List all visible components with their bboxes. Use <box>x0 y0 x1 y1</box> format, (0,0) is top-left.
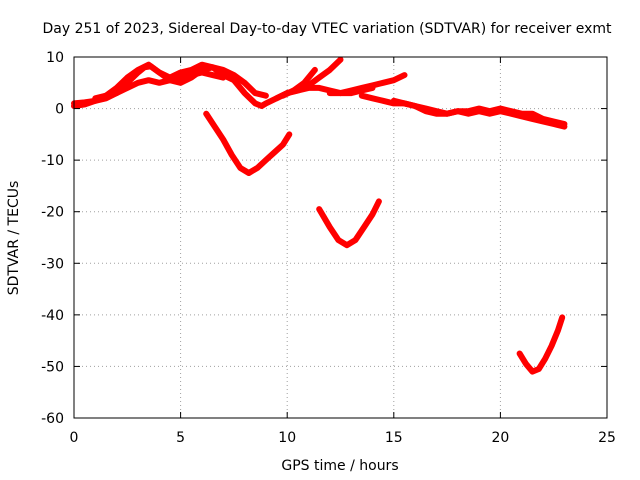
series-arc-4 <box>203 110 293 176</box>
y-tick-label: -50 <box>41 359 64 375</box>
series-arc-11 <box>516 314 566 375</box>
x-tick-label: 5 <box>176 430 185 446</box>
y-tick-label: 0 <box>55 102 64 118</box>
x-tick-label: 10 <box>278 430 296 446</box>
y-tick-label: 10 <box>46 50 64 66</box>
x-tick-label: 0 <box>70 430 79 446</box>
y-tick-label: -40 <box>41 308 64 324</box>
series-arc-10 <box>390 97 568 130</box>
x-tick-label: 15 <box>385 430 403 446</box>
series-group <box>71 56 568 375</box>
x-axis-label: GPS time / hours <box>281 458 398 474</box>
chart-title: Day 251 of 2023, Sidereal Day-to-day VTE… <box>43 21 613 37</box>
plot-frame <box>73 56 608 419</box>
x-tick-label: 20 <box>491 430 509 446</box>
x-tick-label: 25 <box>598 430 616 446</box>
series-arc-8 <box>316 198 382 249</box>
axis-ticks: 0 5 10 15 20 25 10 0 -10 -20 -30 -40 -50 -60 <box>41 50 616 446</box>
y-tick-label: -10 <box>41 153 64 169</box>
y-tick-label: -30 <box>41 256 64 272</box>
series-arc-3 <box>92 69 227 102</box>
y-tick-label: -60 <box>41 411 64 427</box>
y-tick-label: -20 <box>41 205 64 221</box>
grid <box>74 57 607 418</box>
series-arc-6 <box>279 66 318 99</box>
series-arc-7 <box>326 72 408 97</box>
y-axis-label: SDTVAR / TECUs <box>6 181 22 296</box>
